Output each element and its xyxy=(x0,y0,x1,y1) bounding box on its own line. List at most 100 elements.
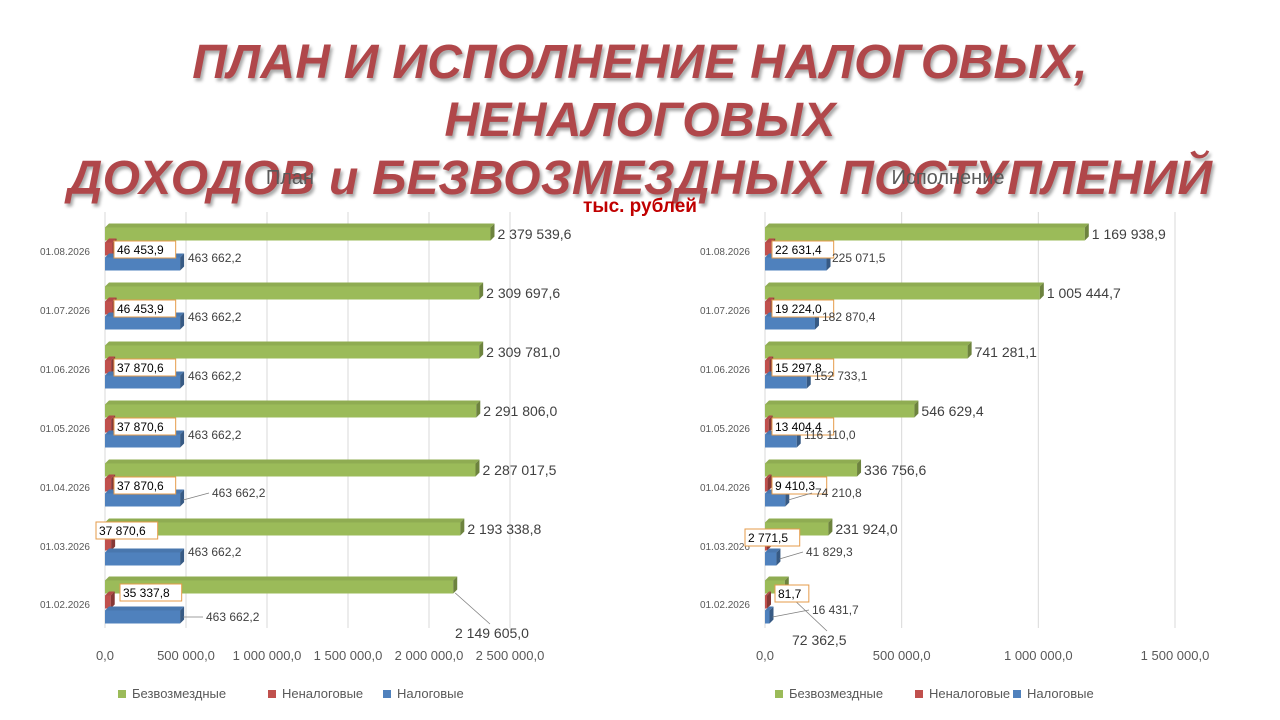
legend-label: Налоговые xyxy=(397,686,464,701)
legend-swatch xyxy=(915,690,923,698)
legend-label: Неналоговые xyxy=(282,686,363,701)
category-label: 01.02.2026 xyxy=(700,600,750,611)
data-label: 2 193 338,8 xyxy=(467,521,541,537)
x-tick-label: 1 500 000,0 xyxy=(1141,648,1210,663)
bar-end-face xyxy=(180,312,185,330)
data-label-box xyxy=(774,584,810,603)
bar-Безвозмездные xyxy=(765,345,968,359)
bar-end-face xyxy=(828,518,833,536)
bar-top-face xyxy=(105,415,116,420)
bar-Неналоговые xyxy=(105,242,113,256)
data-label: 15 297,8 xyxy=(775,361,822,375)
legend-swatch xyxy=(1013,690,1021,698)
bar-top-face xyxy=(105,238,117,243)
data-label: 2 309 697,6 xyxy=(486,285,560,301)
bar-end-face xyxy=(1084,223,1089,241)
data-label-box xyxy=(771,476,828,495)
data-label: 74 210,8 xyxy=(815,486,862,500)
bar-Неналоговые xyxy=(765,360,770,374)
slide-title: ПЛАН И ИСПОЛНЕНИЕ НАЛОГОВЫХ, НЕНАЛОГОВЫХ… xyxy=(0,34,1280,208)
x-tick-label: 1 500 000,0 xyxy=(314,648,383,663)
bar-end-face xyxy=(180,371,185,389)
bar-Налоговые xyxy=(105,552,181,566)
data-label: 2 771,5 xyxy=(748,531,788,545)
data-label-box xyxy=(771,299,835,318)
data-label: 2 291 806,0 xyxy=(483,403,557,419)
bar-top-face xyxy=(105,459,480,464)
bar-top-face xyxy=(765,576,789,581)
bar-end-face xyxy=(1039,282,1044,300)
bar-end-face xyxy=(490,223,495,241)
bar-Неналоговые xyxy=(765,242,772,256)
bar-end-face xyxy=(453,576,458,594)
bar-top-face xyxy=(765,297,775,302)
bar-end-face xyxy=(476,400,481,418)
bar-Налоговые xyxy=(765,610,770,624)
bar-end-face xyxy=(479,282,484,300)
data-label: 72 362,5 xyxy=(792,632,847,648)
x-tick-label: 0,0 xyxy=(756,648,774,663)
data-label: 225 071,5 xyxy=(832,251,886,265)
data-label: 1 005 444,7 xyxy=(1047,285,1121,301)
category-label: 01.03.2026 xyxy=(700,542,750,553)
unit-label: тыс. рублей xyxy=(583,196,697,217)
bar-Налоговые xyxy=(105,375,181,389)
bar-top-face xyxy=(765,474,772,479)
bar-Налоговые xyxy=(105,316,181,330)
data-label: 1 169 938,9 xyxy=(1092,226,1166,242)
bar-end-face xyxy=(180,548,185,566)
data-label-box xyxy=(113,299,177,318)
data-label: 741 281,1 xyxy=(975,344,1037,360)
bar-top-face xyxy=(105,341,484,346)
data-label: 546 629,4 xyxy=(921,403,983,419)
data-label-box xyxy=(119,583,183,602)
data-label: 2 149 605,0 xyxy=(455,625,529,641)
bar-top-face xyxy=(105,223,495,228)
bar-top-face xyxy=(765,518,833,523)
bar-Безвозмездные xyxy=(105,286,480,300)
bar-end-face xyxy=(767,474,772,492)
data-label-box xyxy=(113,358,177,377)
bar-top-face xyxy=(765,548,781,553)
bar-top-face xyxy=(105,518,465,523)
bar-end-face xyxy=(914,400,919,418)
bar-end-face xyxy=(776,548,781,566)
category-label: 01.07.2026 xyxy=(700,306,750,317)
x-tick-label: 500 000,0 xyxy=(157,648,215,663)
bar-Неналоговые xyxy=(765,595,767,609)
bar-top-face xyxy=(105,591,115,596)
bar-end-face xyxy=(967,341,972,359)
legend-swatch xyxy=(383,690,391,698)
category-label: 01.04.2026 xyxy=(700,483,750,494)
category-label: 01.06.2026 xyxy=(700,365,750,376)
bar-Неналоговые xyxy=(105,360,112,374)
data-label: 81,7 xyxy=(778,587,802,601)
bar-end-face xyxy=(110,591,115,609)
bar-end-face xyxy=(769,606,774,624)
category-label: 01.04.2026 xyxy=(40,483,90,494)
data-label: 9 410,3 xyxy=(775,479,815,493)
data-label: 463 662,2 xyxy=(188,545,242,559)
bar-top-face xyxy=(105,576,458,581)
bar-top-face xyxy=(105,474,116,479)
data-label: 463 662,2 xyxy=(188,310,242,324)
bar-end-face xyxy=(767,591,771,609)
leader-line xyxy=(788,492,813,501)
bar-Безвозмездные xyxy=(765,286,1040,300)
x-tick-label: 2 500 000,0 xyxy=(476,648,545,663)
bar-Безвозмездные xyxy=(105,404,477,418)
legend-swatch xyxy=(118,690,126,698)
category-label: 01.03.2026 xyxy=(40,542,90,553)
data-label: 116 110,0 xyxy=(804,428,856,442)
bar-Безвозмездные xyxy=(105,463,476,477)
category-label: 01.02.2026 xyxy=(40,600,90,611)
bar-Неналоговые xyxy=(105,537,112,551)
category-label: 01.06.2026 xyxy=(40,365,90,376)
bar-end-face xyxy=(180,489,185,507)
bar-Налоговые xyxy=(765,316,815,330)
data-label: 19 224,0 xyxy=(775,302,822,316)
bar-Безвозмездные xyxy=(105,580,454,594)
bar-Безвозмездные xyxy=(105,522,461,536)
bar-Неналоговые xyxy=(105,419,112,433)
